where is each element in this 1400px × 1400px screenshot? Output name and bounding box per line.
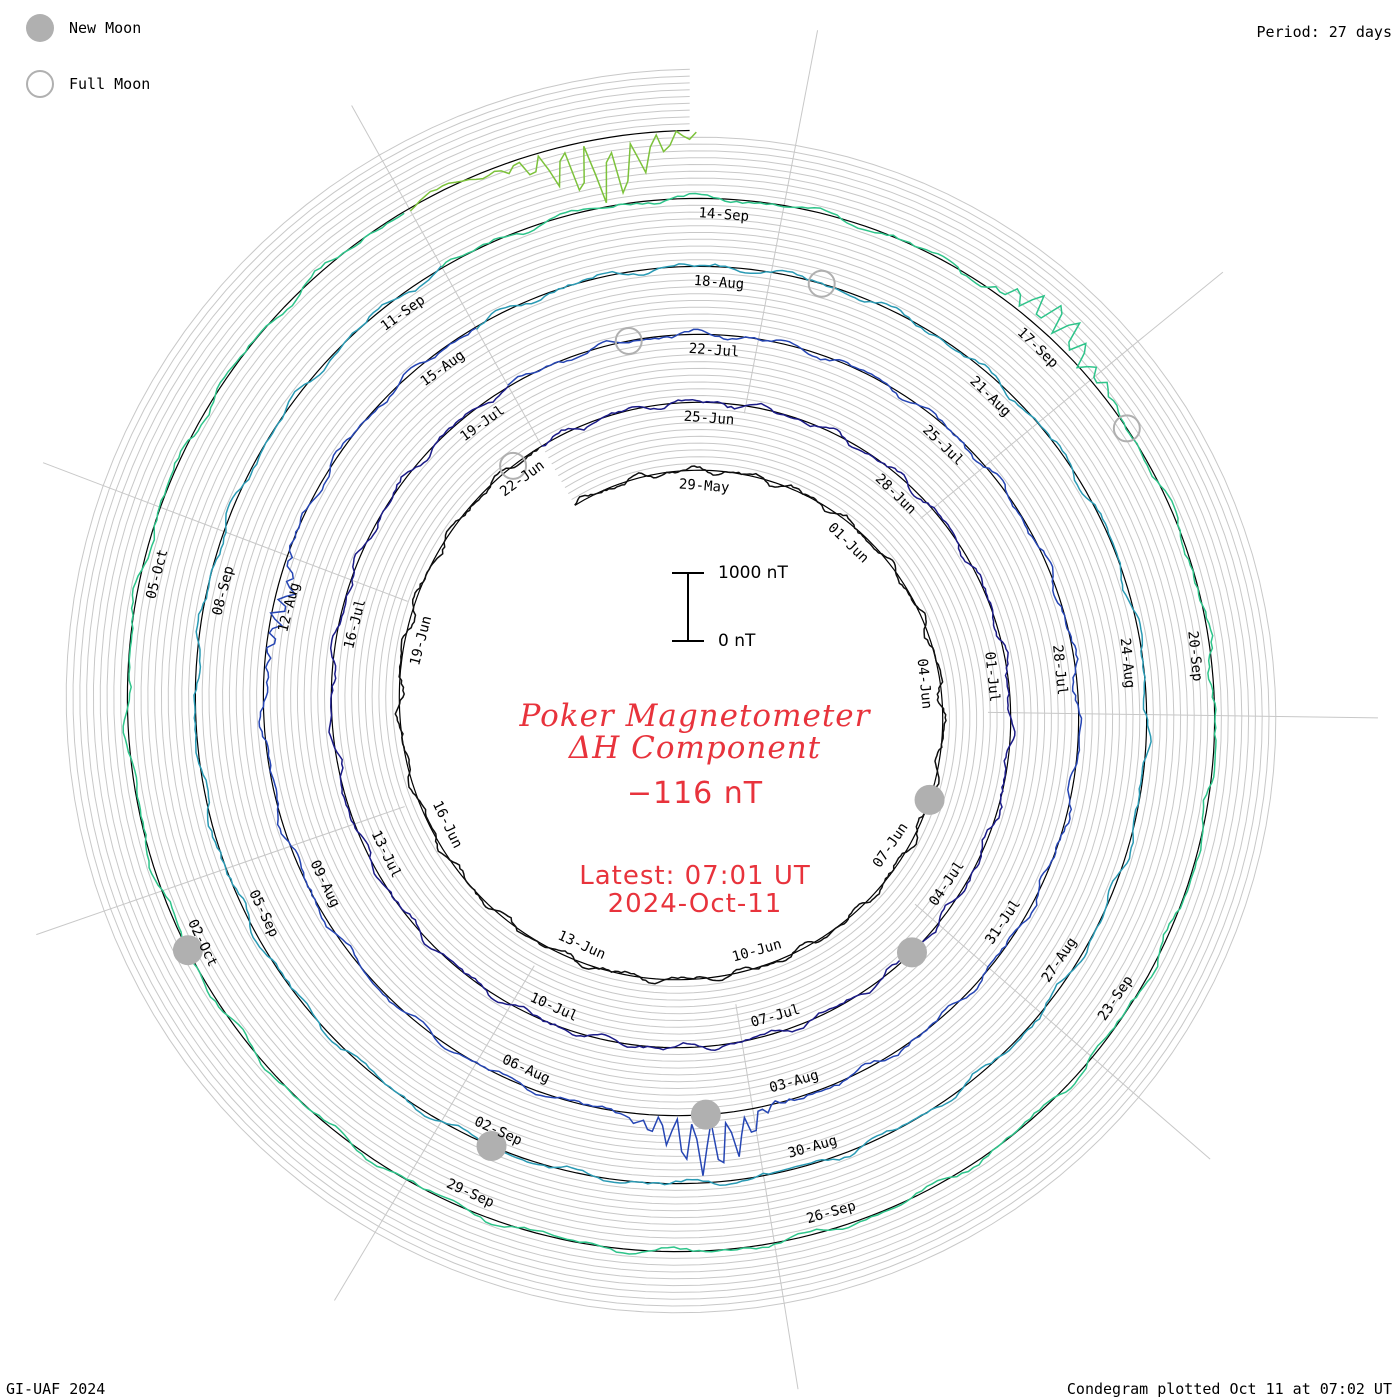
series-ring-5 (122, 192, 1217, 1255)
date-label: 23-Sep (1095, 973, 1137, 1024)
chart-title: Poker Magnetometer ΔH Component (440, 700, 950, 764)
new-moon-icon (26, 14, 54, 42)
full-moon-icon (26, 70, 54, 98)
new-moon-marker (172, 935, 203, 966)
new-moon-marker (914, 784, 945, 815)
radial-grid-line (914, 903, 1211, 1160)
full-moon-marker (499, 451, 528, 480)
scale-ring (120, 123, 1222, 1259)
new-moon-marker (476, 1131, 507, 1162)
series-ring-6 (409, 130, 697, 212)
current-value: −116 nT (626, 776, 764, 811)
date-label: 20-Sep (1184, 630, 1205, 682)
radial-grid-line (36, 806, 405, 936)
radial-grid-line (351, 105, 543, 447)
series-ring-3 (258, 327, 1083, 1176)
scale-ring (92, 96, 1250, 1287)
full-moon-marker (807, 269, 836, 298)
date-label: 28-Jul (1049, 644, 1070, 696)
moon-markers (172, 269, 1141, 1162)
date-label: 13-Jun (555, 928, 608, 963)
scale-ring (79, 82, 1263, 1300)
date-label: 24-Aug (1117, 637, 1138, 689)
radial-grid (36, 30, 1378, 1390)
delta-h-series (122, 130, 1217, 1255)
full-moon-marker (1112, 414, 1141, 443)
title-line-2: ΔH Component (568, 730, 822, 766)
full-moon-marker (614, 326, 643, 355)
date-label: 04-Jun (914, 658, 935, 710)
legend-new-moon-label: New Moon (69, 19, 142, 37)
series-ring-1 (394, 447, 947, 985)
date-label: 01-Jun (824, 520, 871, 567)
date-label: 31-Jul (982, 896, 1024, 947)
scale-ring (86, 89, 1256, 1293)
date-label: 19-Jun (407, 614, 435, 667)
latest-time: Latest: 07:01 UT (579, 861, 811, 891)
date-label: 14-Sep (698, 205, 750, 225)
date-label: 25-Jun (683, 409, 735, 429)
legend-full-moon: Full Moon (26, 70, 150, 98)
radial-grid-line (920, 271, 1224, 519)
scale-ring (99, 102, 1243, 1280)
radial-grid-line (987, 711, 1378, 719)
radial-grid-line (743, 30, 819, 414)
series-ring-4 (193, 263, 1152, 1187)
footer-credit: GI-UAF 2024 (6, 1380, 106, 1398)
date-label: 27-Aug (1039, 935, 1081, 986)
legend-new-moon: New Moon (26, 14, 141, 42)
date-label: 01-Jul (981, 651, 1002, 703)
date-label: 29-May (678, 476, 730, 496)
footer-plotted: Condegram plotted Oct 11 at 07:02 UT (1066, 1380, 1392, 1398)
date-label: 22-Jul (688, 341, 740, 361)
series-ring-2 (328, 385, 1016, 1051)
title-line-1: Poker Magnetometer (519, 698, 871, 734)
new-moon-marker (690, 1099, 721, 1130)
scale-ring (65, 68, 1277, 1314)
new-moon-marker (896, 937, 927, 968)
scale-top-label: 1000 nT (718, 563, 788, 583)
legend-full-moon-label: Full Moon (69, 75, 151, 93)
scale-ring (113, 116, 1229, 1266)
scale-ring (106, 109, 1236, 1273)
latest-block: Latest: 07:01 UT 2024-Oct-11 (440, 862, 950, 918)
scale-bottom-label: 0 nT (718, 631, 756, 651)
scale-bar (672, 572, 704, 642)
scale-ring (72, 75, 1270, 1307)
latest-date: 2024-Oct-11 (607, 889, 783, 919)
date-label: 18-Aug (693, 273, 745, 293)
period-label: Period: 27 days (1256, 23, 1392, 41)
